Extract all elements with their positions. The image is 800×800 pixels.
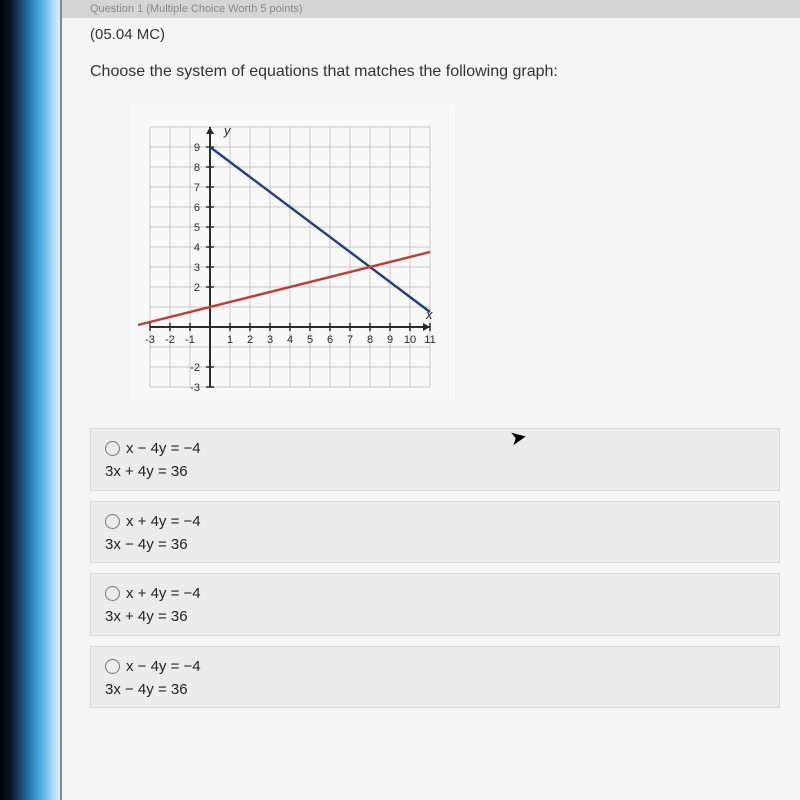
svg-text:4: 4 [194, 242, 200, 254]
svg-text:10: 10 [404, 334, 416, 346]
svg-text:-3: -3 [145, 334, 155, 346]
option-line-1: x + 4y = −4 [126, 582, 201, 605]
option-line-2: 3x + 4y = 36 [105, 605, 765, 628]
svg-text:6: 6 [194, 202, 200, 214]
svg-text:3: 3 [194, 262, 200, 274]
radio-icon[interactable] [105, 659, 120, 674]
svg-text:9: 9 [387, 334, 393, 346]
svg-text:2: 2 [247, 334, 253, 346]
svg-text:11: 11 [424, 334, 435, 346]
answer-option-1[interactable]: x − 4y = −43x + 4y = 36 [90, 428, 780, 491]
svg-text:7: 7 [194, 182, 200, 194]
svg-text:5: 5 [194, 222, 200, 234]
graph-container: -3-2-1123456789101123456789-2-3yx [130, 105, 780, 400]
svg-text:-3: -3 [190, 382, 200, 394]
option-line-2: 3x − 4y = 36 [105, 678, 765, 701]
option-line-2: 3x + 4y = 36 [105, 460, 765, 483]
radio-icon[interactable] [105, 514, 120, 529]
svg-text:4: 4 [287, 334, 293, 346]
option-line-1: x − 4y = −4 [126, 437, 201, 460]
svg-text:5: 5 [307, 334, 313, 346]
svg-text:7: 7 [347, 334, 353, 346]
svg-text:1: 1 [227, 334, 233, 346]
option-line-2: 3x − 4y = 36 [105, 533, 765, 556]
option-line-1: x − 4y = −4 [126, 655, 201, 678]
graph-svg: -3-2-1123456789101123456789-2-3yx [130, 105, 455, 400]
answer-options: x − 4y = −43x + 4y = 36x + 4y = −43x − 4… [90, 428, 780, 708]
answer-option-2[interactable]: x + 4y = −43x − 4y = 36 [90, 501, 780, 564]
question-header-strip: Question 1 (Multiple Choice Worth 5 poin… [62, 0, 800, 18]
answer-option-4[interactable]: x − 4y = −43x − 4y = 36 [90, 646, 780, 709]
svg-text:3: 3 [267, 334, 273, 346]
svg-text:8: 8 [194, 162, 200, 174]
radio-icon[interactable] [105, 586, 120, 601]
quiz-panel: Question 1 (Multiple Choice Worth 5 poin… [62, 0, 800, 800]
monitor-bezel [0, 0, 62, 800]
question-header-text: Question 1 (Multiple Choice Worth 5 poin… [90, 3, 303, 15]
svg-text:9: 9 [194, 142, 200, 154]
svg-text:-2: -2 [165, 334, 175, 346]
svg-text:-1: -1 [185, 334, 195, 346]
svg-text:8: 8 [367, 334, 373, 346]
svg-text:2: 2 [194, 282, 200, 294]
question-prompt: Choose the system of equations that matc… [90, 63, 780, 81]
standard-code: (05.04 MC) [90, 26, 780, 43]
radio-icon[interactable] [105, 441, 120, 456]
svg-text:-2: -2 [190, 362, 200, 374]
option-line-1: x + 4y = −4 [126, 510, 201, 533]
svg-text:6: 6 [327, 334, 333, 346]
answer-option-3[interactable]: x + 4y = −43x + 4y = 36 [90, 573, 780, 636]
